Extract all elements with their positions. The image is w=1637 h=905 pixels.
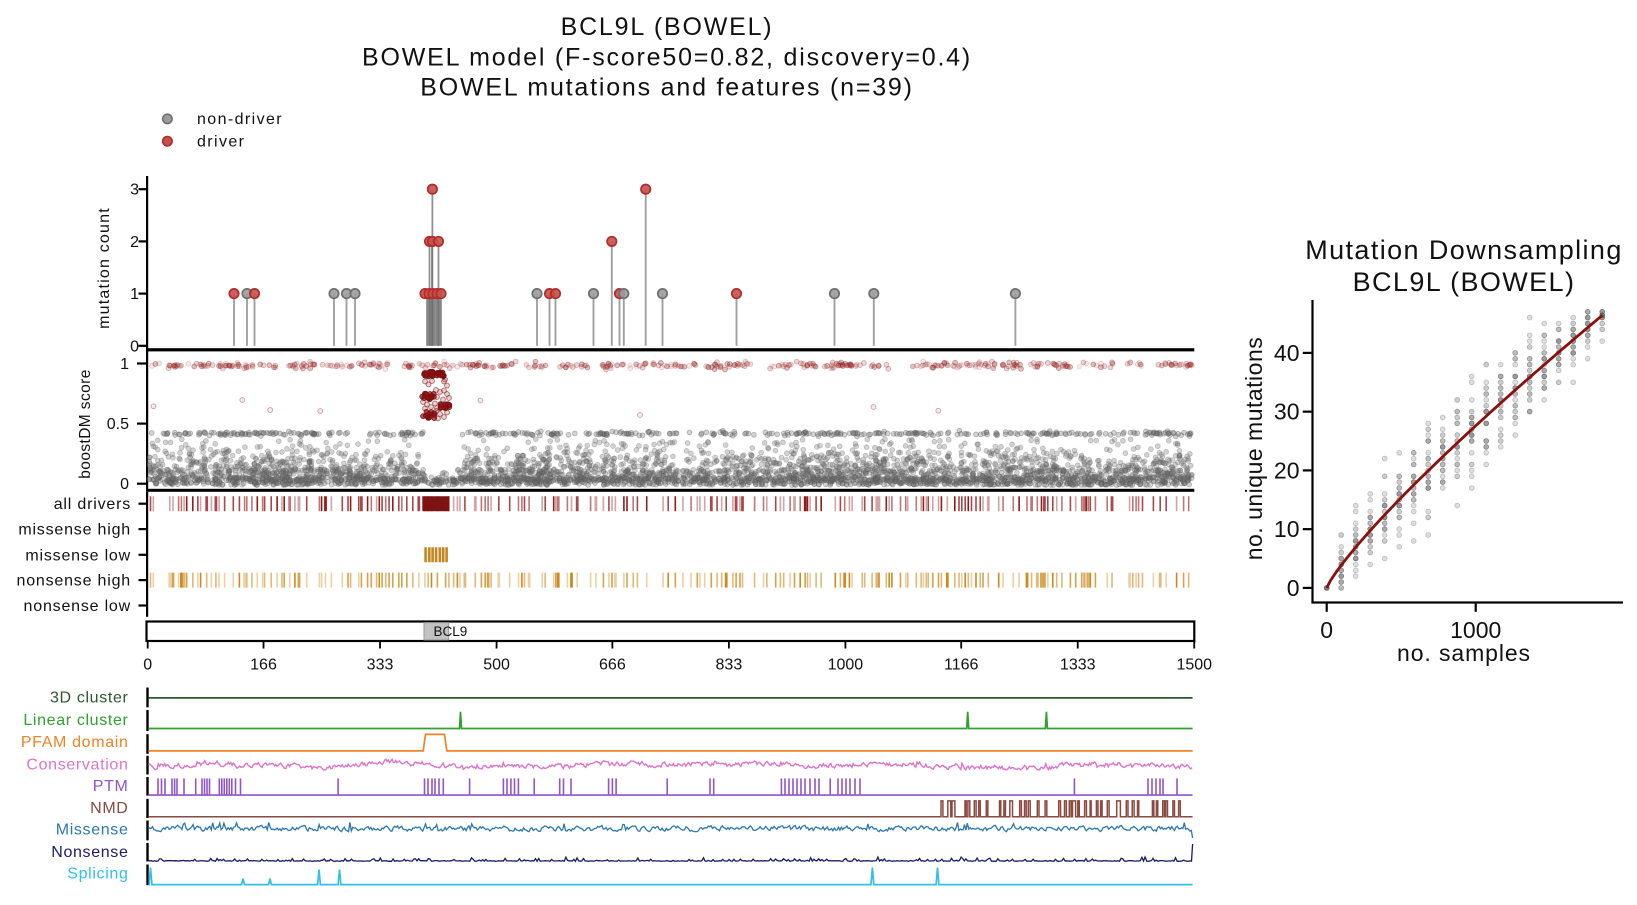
svg-text:Conservation: Conservation — [26, 756, 128, 773]
svg-text:0: 0 — [130, 338, 139, 355]
svg-text:2: 2 — [130, 234, 139, 251]
svg-text:1166: 1166 — [944, 657, 979, 674]
svg-text:666: 666 — [599, 657, 626, 674]
svg-text:nonsense high: nonsense high — [17, 573, 132, 590]
svg-text:nonsense low: nonsense low — [24, 598, 131, 615]
svg-text:0.5: 0.5 — [107, 416, 129, 433]
svg-text:Nonsense: Nonsense — [51, 844, 128, 861]
svg-text:1000: 1000 — [828, 657, 864, 674]
svg-text:1: 1 — [130, 286, 139, 303]
svg-text:missense low: missense low — [25, 547, 131, 564]
svg-text:1500: 1500 — [1176, 657, 1212, 674]
svg-text:Linear cluster: Linear cluster — [23, 712, 128, 729]
svg-text:BCL9: BCL9 — [434, 624, 468, 639]
svg-text:3: 3 — [130, 182, 139, 199]
svg-text:BCL9L (BOWEL): BCL9L (BOWEL) — [561, 13, 774, 41]
svg-text:Splicing: Splicing — [67, 866, 128, 883]
svg-text:PFAM domain: PFAM domain — [21, 734, 129, 751]
svg-text:333: 333 — [367, 657, 394, 674]
svg-text:0: 0 — [143, 657, 152, 674]
svg-text:PTM: PTM — [93, 778, 129, 795]
svg-text:Missense: Missense — [56, 822, 129, 839]
svg-text:boostDM score: boostDM score — [77, 369, 94, 478]
svg-text:833: 833 — [716, 657, 743, 674]
svg-text:166: 166 — [250, 657, 277, 674]
svg-text:mutation count: mutation count — [96, 207, 113, 329]
svg-text:driver: driver — [197, 134, 245, 151]
svg-text:all drivers: all drivers — [54, 496, 131, 513]
svg-text:BOWEL model (F-score50=0.82, d: BOWEL model (F-score50=0.82, discovery=0… — [362, 44, 972, 72]
svg-text:1333: 1333 — [1060, 657, 1096, 674]
svg-text:non-driver: non-driver — [197, 111, 283, 128]
svg-text:0: 0 — [120, 476, 129, 493]
svg-text:3D cluster: 3D cluster — [50, 689, 129, 706]
svg-text:1: 1 — [120, 356, 129, 373]
svg-text:500: 500 — [483, 657, 510, 674]
svg-text:NMD: NMD — [90, 800, 128, 817]
svg-text:missense high: missense high — [18, 522, 131, 539]
svg-text:BOWEL mutations and features (: BOWEL mutations and features (n=39) — [420, 74, 914, 102]
